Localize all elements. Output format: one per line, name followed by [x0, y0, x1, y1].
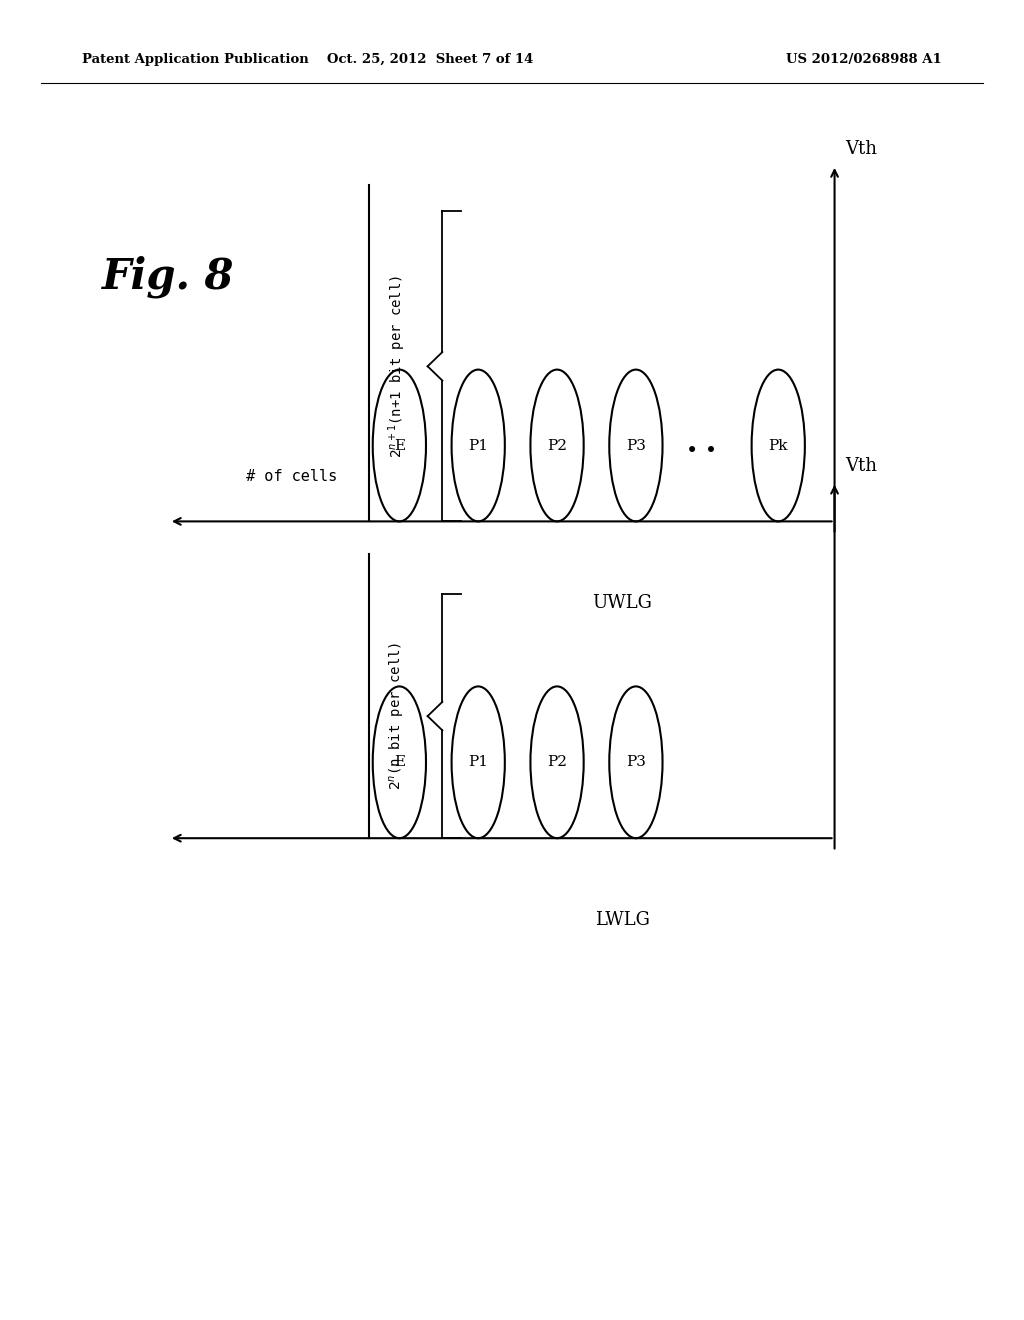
Text: P3: P3 — [626, 438, 646, 453]
Text: $2^{n}$(n bit per cell): $2^{n}$(n bit per cell) — [388, 642, 407, 791]
Text: P2: P2 — [547, 755, 567, 770]
Text: Vth: Vth — [845, 457, 877, 475]
Text: E: E — [394, 755, 404, 770]
Text: Patent Application Publication: Patent Application Publication — [82, 53, 308, 66]
Text: • •: • • — [686, 442, 717, 461]
Text: Fig. 8: Fig. 8 — [102, 256, 234, 298]
Text: UWLG: UWLG — [592, 594, 652, 612]
Text: Vth: Vth — [845, 140, 877, 158]
Text: P2: P2 — [547, 438, 567, 453]
Text: P1: P1 — [468, 755, 488, 770]
Text: Oct. 25, 2012  Sheet 7 of 14: Oct. 25, 2012 Sheet 7 of 14 — [327, 53, 534, 66]
Text: Pk: Pk — [768, 438, 788, 453]
Text: US 2012/0268988 A1: US 2012/0268988 A1 — [786, 53, 942, 66]
Text: P1: P1 — [468, 438, 488, 453]
Text: LWLG: LWLG — [595, 911, 649, 929]
Text: $2^{n+1}$(n+1 bit per cell): $2^{n+1}$(n+1 bit per cell) — [386, 275, 409, 458]
Text: P3: P3 — [626, 755, 646, 770]
Text: # of cells: # of cells — [246, 470, 338, 484]
Text: E: E — [394, 438, 404, 453]
